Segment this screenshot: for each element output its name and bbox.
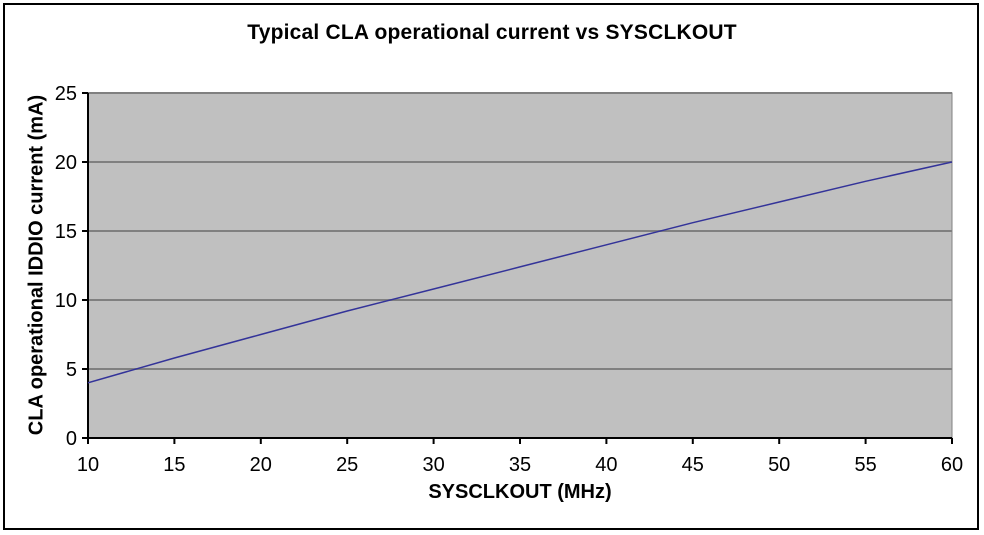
x-tick-label-60: 60 — [941, 454, 963, 476]
x-tick-label-45: 45 — [682, 454, 704, 476]
x-tick-label-55: 55 — [854, 454, 876, 476]
x-tick-label-35: 35 — [509, 454, 531, 476]
x-tick-label-10: 10 — [77, 454, 99, 476]
x-tick-label-30: 30 — [422, 454, 444, 476]
plot-area-background — [87, 92, 953, 439]
y-tick-label-10: 10 — [55, 290, 77, 312]
y-tick-label-5: 5 — [66, 359, 77, 381]
x-tick-label-20: 20 — [250, 454, 272, 476]
y-tick-label-0: 0 — [66, 428, 77, 450]
series-line — [87, 161, 953, 384]
x-tick-label-15: 15 — [163, 454, 185, 476]
x-tick-label-25: 25 — [336, 454, 358, 476]
y-tick-label-25: 25 — [55, 83, 77, 105]
chart-title: Typical CLA operational current vs SYSCL… — [247, 21, 737, 44]
y-tick-label-15: 15 — [55, 221, 77, 243]
x-axis-title: SYSCLKOUT (MHz) — [428, 481, 612, 503]
x-tick-label-50: 50 — [768, 454, 790, 476]
x-tick-label-40: 40 — [595, 454, 617, 476]
y-tick-label-20: 20 — [55, 152, 77, 174]
